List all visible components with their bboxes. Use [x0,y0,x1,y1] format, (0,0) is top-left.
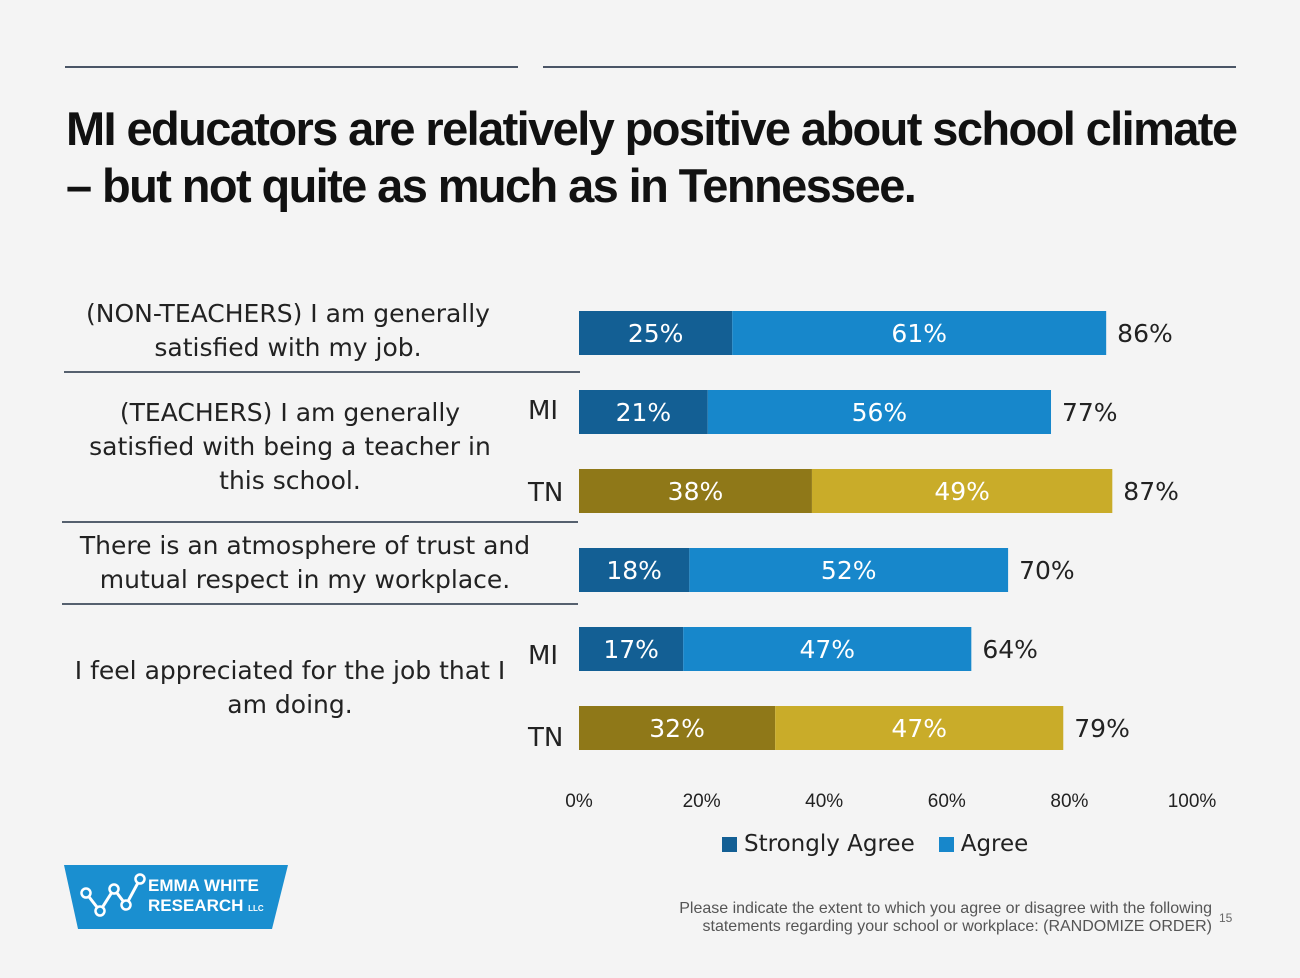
bar-agree-row-6 [775,706,1064,750]
chart-legend: Strongly Agree Agree [722,831,1028,857]
question-separator-3 [62,603,578,605]
question-4-line-2: am doing. [227,690,353,719]
x-tick-label-3: 40% [805,791,843,812]
data-label-strongly-agree-row-3: 38% [668,477,724,506]
page-number: 15 [1219,911,1233,925]
question-4-label: I feel appreciated for the job that I am… [60,654,520,722]
group-label-q2-tn: TN [528,478,564,508]
group-label-q2-mi: MI [528,396,559,426]
legend-label-strongly-agree: Strongly Agree [744,831,915,857]
bar-agree-row-4 [689,548,1009,592]
logo-llc: LLC [248,904,264,913]
logo-text: EMMA WHITE RESEARCH LLC [148,876,264,919]
data-label-total-row-4: 70% [1019,556,1075,585]
logo-line-1: EMMA WHITE [148,876,259,895]
question-1-label: (NON-TEACHERS) I am generally satisfied … [68,297,508,365]
data-label-total-row-1: 86% [1117,319,1173,348]
legend-item-agree: Agree [938,831,1029,857]
legend-item-strongly-agree: Strongly Agree [722,831,915,857]
bar-strongly-agree-row-3 [579,469,812,513]
question-1-line-1: (NON-TEACHERS) I am generally [86,299,490,328]
group-label-q4-mi: MI [528,641,559,671]
data-label-total-row-3: 87% [1123,477,1179,506]
question-3-label: There is an atmosphere of trust and mutu… [60,529,550,597]
question-separator-2 [62,521,578,523]
data-label-strongly-agree-row-4: 18% [606,556,662,585]
bar-strongly-agree-row-4 [579,548,690,592]
bar-strongly-agree-row-6 [579,706,776,750]
footnote-line-2: statements regarding your school or work… [702,918,1213,935]
data-label-total-row-5: 64% [982,635,1038,664]
question-3-line-2: mutual respect in my workplace. [99,565,511,594]
question-separator-1 [64,371,580,373]
bar-agree-row-5 [683,627,972,671]
slide-title-line-1: MI educators are relatively positive abo… [66,102,1238,155]
data-label-agree-row-1: 61% [891,319,947,348]
question-3-line-1: There is an atmosphere of trust and [79,531,531,560]
data-label-strongly-agree-row-1: 25% [628,319,684,348]
footnote-line-1: Please indicate the extent to which you … [679,900,1212,917]
data-label-agree-row-4: 52% [821,556,877,585]
bar-agree-row-2 [707,390,1052,434]
legend-swatch-agree [938,836,954,852]
logo-line-2: RESEARCH LLC [148,896,264,919]
logo-research: RESEARCH [148,896,244,915]
data-label-agree-row-6: 47% [891,714,947,743]
data-label-agree-row-3: 49% [934,477,990,506]
x-tick-label-2: 20% [683,791,721,812]
question-2-line-3: this school. [219,466,361,495]
question-footnote: Please indicate the extent to which you … [679,900,1212,936]
slide-title: MI educators are relatively positive abo… [66,100,1246,214]
data-label-agree-row-5: 47% [799,635,855,664]
data-label-total-row-6: 79% [1074,714,1130,743]
data-label-strongly-agree-row-5: 17% [603,635,659,664]
bar-strongly-agree-row-2 [579,390,708,434]
bar-strongly-agree-row-1 [579,311,733,355]
data-label-agree-row-2: 56% [852,398,908,427]
bar-agree-row-3 [811,469,1113,513]
x-tick-label-4: 60% [928,791,966,812]
question-4-line-1: I feel appreciated for the job that I [74,656,506,685]
x-tick-label-6: 100% [1168,791,1217,812]
header-rule-right [543,66,1236,68]
legend-swatch-strongly-agree [722,836,737,852]
header-rule-left [65,66,518,68]
slide-title-line-2: – but not quite as much as in Tennessee. [66,159,917,212]
question-2-line-2: satisfied with being a teacher in [89,432,491,461]
question-2-line-1: (TEACHERS) I am generally [119,398,461,427]
bar-agree-row-1 [732,311,1107,355]
data-label-strongly-agree-row-6: 32% [649,714,705,743]
x-tick-label-1: 0% [565,791,593,812]
x-tick-label-5: 80% [1050,791,1088,812]
bar-strongly-agree-row-5 [579,627,684,671]
company-logo [64,865,288,929]
data-label-strongly-agree-row-2: 21% [616,398,672,427]
question-2-label: (TEACHERS) I am generally satisfied with… [60,396,520,498]
group-label-q4-tn: TN [528,723,564,753]
data-label-total-row-2: 77% [1062,398,1118,427]
question-1-line-2: satisfied with my job. [154,333,422,362]
legend-label-agree: Agree [960,831,1029,857]
